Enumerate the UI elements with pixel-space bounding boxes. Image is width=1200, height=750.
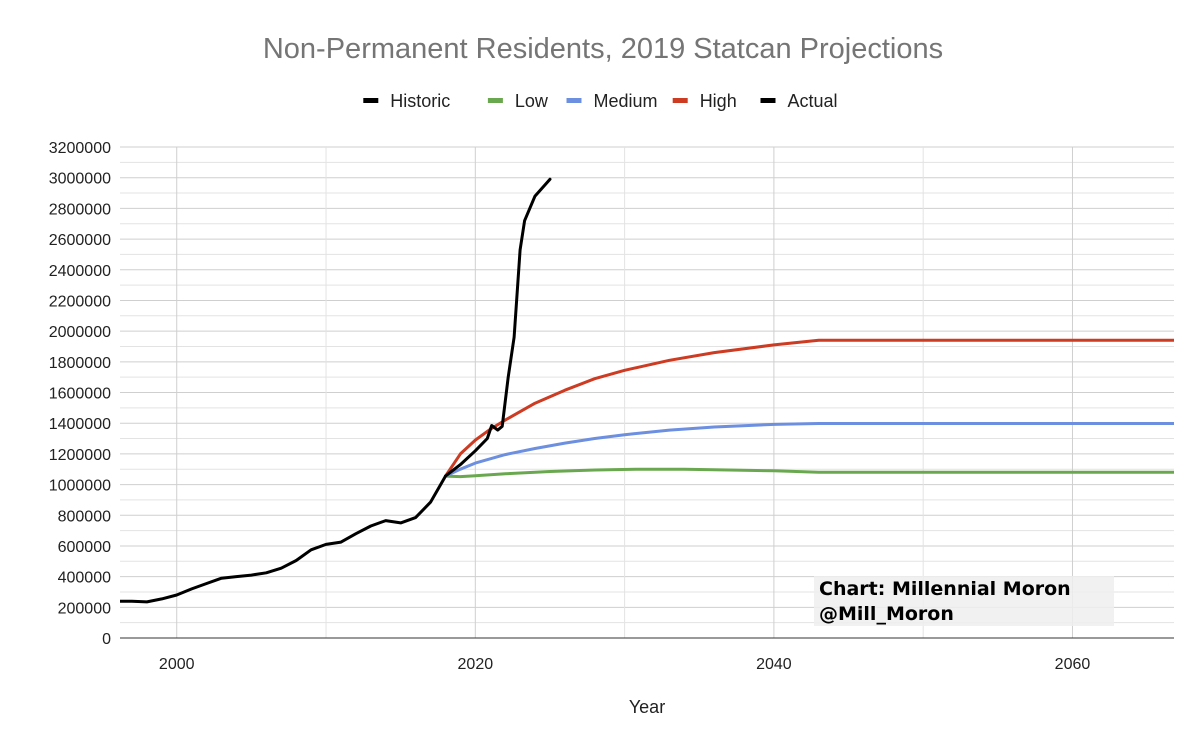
y-tick-label: 200000 <box>58 600 111 617</box>
legend-label-medium: Medium <box>594 91 658 111</box>
x-axis-title: Year <box>629 697 665 717</box>
y-tick-label: 2200000 <box>49 293 111 310</box>
y-tick-label: 400000 <box>58 570 111 587</box>
x-tick-label: 2040 <box>756 656 792 673</box>
x-tick-label: 2000 <box>159 656 195 673</box>
y-tick-label: 1200000 <box>49 447 111 464</box>
y-tick-label: 2400000 <box>49 263 111 280</box>
annotation-background <box>814 576 1114 626</box>
x-tick-label: 2020 <box>458 656 494 673</box>
legend-swatch-actual <box>760 98 776 103</box>
y-tick-label: 2600000 <box>49 232 111 249</box>
annotation-line-2: @Mill_Moron <box>819 603 954 625</box>
legend-swatch-medium <box>566 98 582 103</box>
legend-swatch-historic <box>363 98 379 103</box>
series-line-high <box>444 338 1174 478</box>
x-tick-label: 2060 <box>1055 656 1091 673</box>
y-axis-ticks: 0 200000 400000 600000 800000 1000000 1200000 1… <box>49 140 111 648</box>
y-tick-label: 2800000 <box>49 201 111 218</box>
y-tick-label: 1000000 <box>49 478 111 495</box>
y-tick-label: 3000000 <box>49 171 111 188</box>
series-line-medium <box>444 422 1174 478</box>
y-tick-label: 1800000 <box>49 355 111 372</box>
y-tick-label: 1600000 <box>49 386 111 403</box>
legend-label-historic: Historic <box>390 91 450 111</box>
grid <box>120 146 1174 639</box>
y-tick-label: 0 <box>102 631 111 648</box>
legend-label-actual: Actual <box>788 91 838 111</box>
series-line-historic <box>120 474 447 604</box>
y-tick-label: 3200000 <box>49 140 111 157</box>
legend-label-low: Low <box>515 91 549 111</box>
chart-title: Non-Permanent Residents, 2019 Statcan Pr… <box>263 33 943 65</box>
legend-label-high: High <box>700 91 737 111</box>
y-tick-label: 600000 <box>58 539 111 556</box>
y-tick-label: 1400000 <box>49 416 111 433</box>
series-line-actual <box>444 177 552 478</box>
x-axis-ticks: 2000 2020 2040 2060 <box>159 656 1090 673</box>
y-tick-label: 2000000 <box>49 324 111 341</box>
legend-swatch-low <box>487 98 503 103</box>
annotation-line-1: Chart: Millennial Moron <box>819 578 1071 600</box>
y-tick-label: 800000 <box>58 508 111 525</box>
series-line-low <box>444 467 1174 479</box>
series-layer <box>120 177 1174 604</box>
legend-swatch-high <box>672 98 688 103</box>
legend: Historic Low Medium High Actual <box>363 91 838 111</box>
